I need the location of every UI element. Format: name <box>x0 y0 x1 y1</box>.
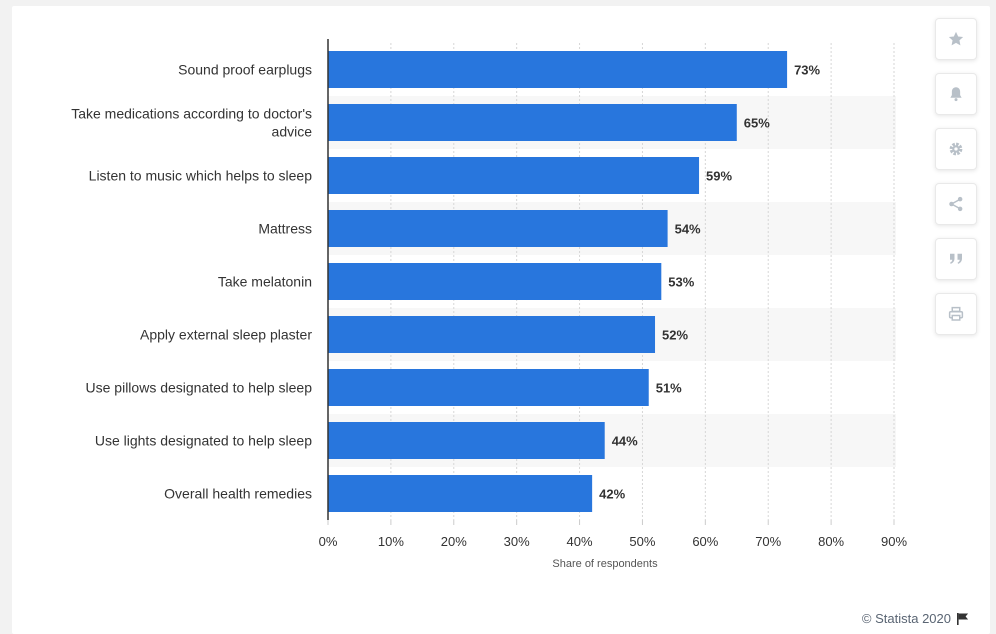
category-label: Overall health remedies <box>164 486 312 502</box>
bar <box>328 316 656 353</box>
bar-value-label: 73% <box>794 63 820 78</box>
bar <box>328 210 668 247</box>
category-label: Apply external sleep plaster <box>140 327 312 343</box>
quote-icon <box>947 250 965 268</box>
flag-icon[interactable] <box>956 612 970 626</box>
category-label: Use pillows designated to help sleep <box>86 380 313 396</box>
notification-button[interactable] <box>935 73 977 115</box>
x-tick-label: 90% <box>881 534 907 549</box>
bar <box>328 369 649 406</box>
print-button[interactable] <box>935 293 977 335</box>
bar-value-label: 42% <box>599 487 625 502</box>
x-axis-title: Share of respondents <box>552 558 658 570</box>
share-icon <box>947 195 965 213</box>
x-tick-label: 80% <box>818 534 844 549</box>
footer: © Statista 2020 <box>862 611 970 626</box>
category-label: Take melatonin <box>218 274 312 290</box>
x-tick-label: 10% <box>378 534 404 549</box>
bar <box>328 51 788 88</box>
category-label: Listen to music which helps to sleep <box>89 168 313 184</box>
gear-icon <box>947 140 965 158</box>
bar-value-label: 44% <box>612 434 638 449</box>
bell-icon <box>947 85 965 103</box>
x-tick-label: 30% <box>504 534 530 549</box>
bar <box>328 157 700 194</box>
category-label: Mattress <box>258 221 312 237</box>
category-label: Sound proof earplugs <box>178 62 312 78</box>
share-button[interactable] <box>935 183 977 225</box>
category-label-line: advice <box>272 124 313 140</box>
bar <box>328 475 593 512</box>
x-tick-label: 50% <box>629 534 655 549</box>
x-tick-label: 70% <box>755 534 781 549</box>
chart-toolbar <box>935 18 977 348</box>
bar <box>328 422 605 459</box>
category-label: Take medications according to doctor's ad… <box>71 106 312 140</box>
print-icon <box>947 305 965 323</box>
settings-button[interactable] <box>935 128 977 170</box>
favorite-button[interactable] <box>935 18 977 60</box>
x-tick-label: 0% <box>319 534 338 549</box>
x-tick-label: 40% <box>567 534 593 549</box>
category-label-line: Take medications according to doctor's <box>71 106 312 122</box>
x-tick-label: 60% <box>692 534 718 549</box>
x-tick-label: 20% <box>441 534 467 549</box>
category-label: Use lights designated to help sleep <box>95 433 312 449</box>
bar-value-label: 51% <box>656 381 682 396</box>
bar-value-label: 54% <box>675 222 701 237</box>
bar-value-label: 59% <box>706 169 732 184</box>
cite-button[interactable] <box>935 238 977 280</box>
bar-value-label: 65% <box>744 116 770 131</box>
bar-value-label: 52% <box>662 328 688 343</box>
bar <box>328 263 662 300</box>
star-icon <box>947 30 965 48</box>
bar-value-label: 53% <box>668 275 694 290</box>
bar <box>328 104 737 141</box>
copyright-text: © Statista 2020 <box>861 611 951 626</box>
